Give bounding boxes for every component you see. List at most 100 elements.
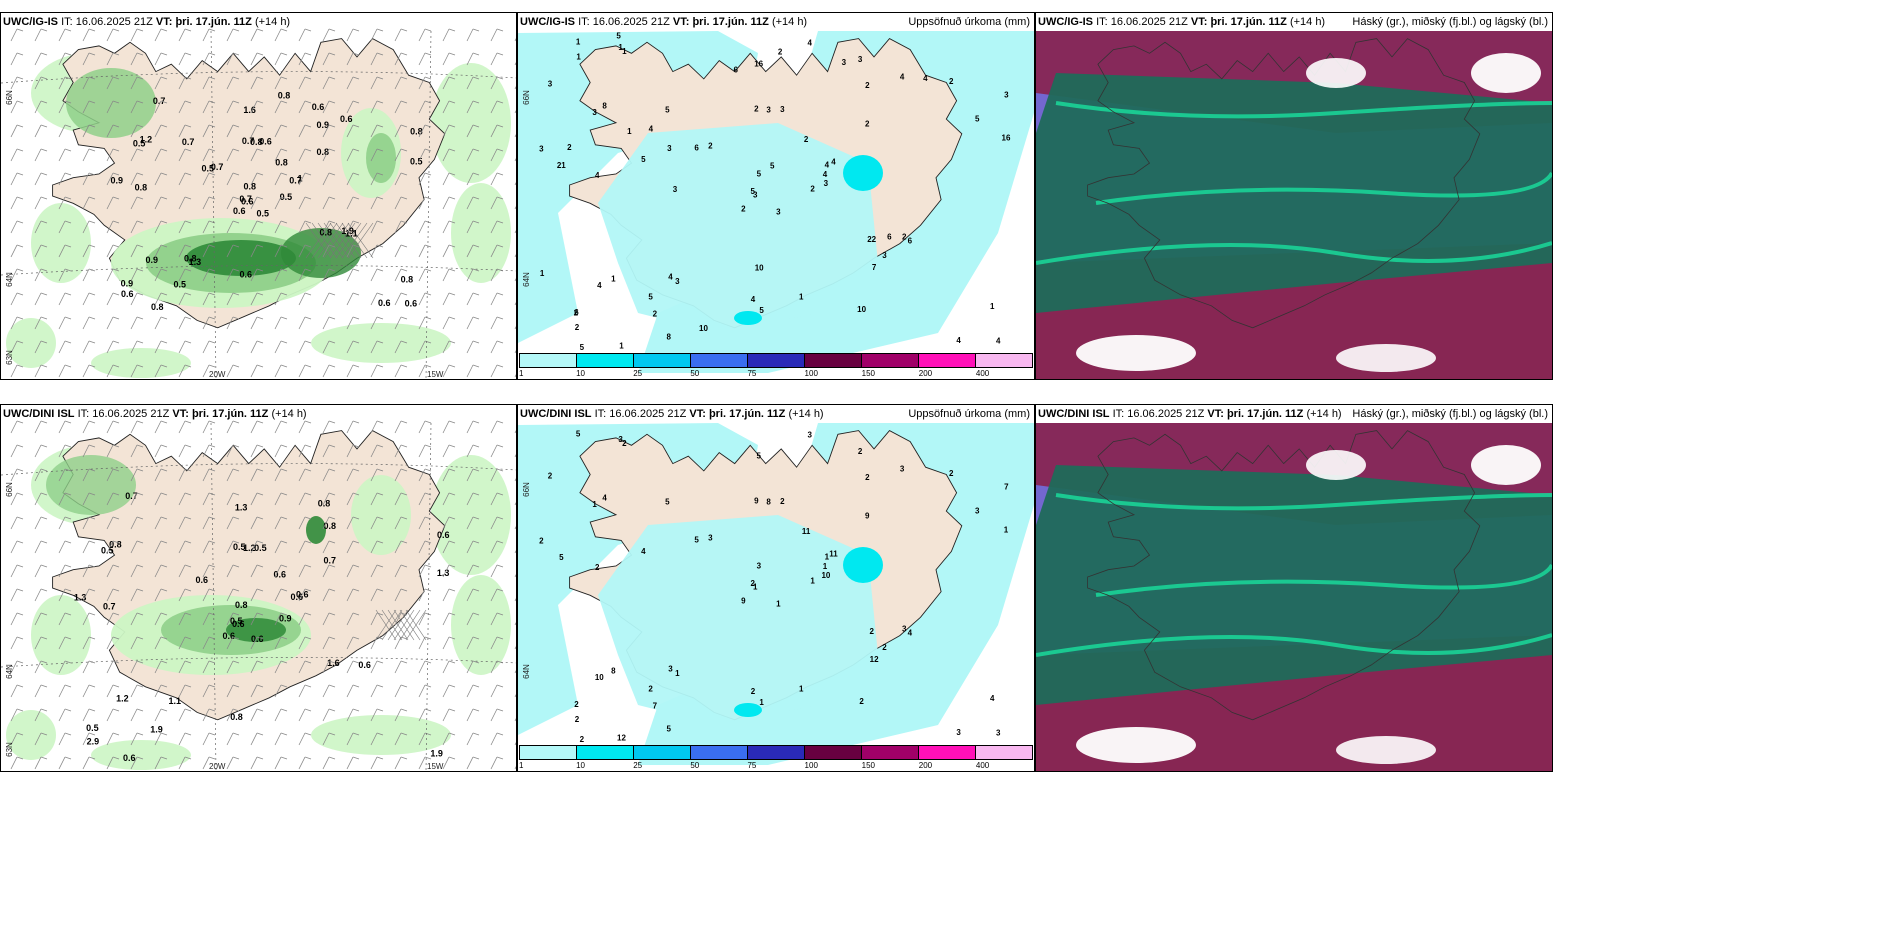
colorbar [519,745,1033,760]
map-panel-igis-precip-wind: 0.5 0.5 0.6 0.9 0.7 1.3 0.6 0.6 0.9 0.5 0.7 0.6 0.8 0… [0,12,517,380]
map-value-label: 0.6 [241,196,254,206]
map-value-label: 6 [574,308,579,317]
title-lead: (+14 h) [1306,408,1342,420]
map-value-label: 2 [575,715,580,724]
colorbar-ticks: 1 10 25 50 75 100 150 200 400 [519,761,1033,771]
map-value-label: 2 [859,697,864,706]
title-it-value: 16.06.2025 21Z [592,16,670,28]
colorbar-segment [520,354,577,367]
map-value-label: 4 [649,124,654,133]
title-model: UWC/IG-IS [3,16,58,28]
axis-label: 64N [521,272,531,287]
map-value-label: 2 [648,685,653,694]
map-value-label: 2 [567,143,572,152]
colorbar-tick-label: 200 [918,761,933,770]
title-it-value: 16.06.2025 21Z [1127,408,1205,420]
map-value-label: 5 [665,498,670,507]
map-value-label: 4 [595,171,600,180]
map-value-label: 0.8 [135,183,148,193]
map-value-label: 5 [770,162,775,171]
title-it-value: 16.06.2025 21Z [1110,16,1188,28]
map-value-label: 5 [759,306,764,315]
title-vt-value: þri. 17.jún. 11Z [175,16,252,28]
title-lead: (+14 h) [1289,16,1326,28]
map-panel-dini-clouds: UWC/DINI ISL IT: 16.06.2025 21Z VT: þri.… [1035,404,1553,772]
map-value-label: 3 [824,179,829,188]
colorbar-segment [862,354,919,367]
map-value-label: 0.5 [101,545,114,555]
map-value-label: 2 [708,141,713,150]
map-value-label: 0.7 [211,162,224,172]
map-value-label: 0.8 [401,274,414,284]
map-value-label: 7 [872,263,877,272]
map-value-label: 1.9 [341,226,354,236]
title-vt-label: VT: [1190,16,1208,28]
colorbar-segment [976,354,1032,367]
panel-field-title: Uppsöfnuð úrkoma (mm) [908,408,1030,420]
map-value-label: 0.9 [279,613,292,623]
title-model: UWC/DINI ISL [3,408,75,420]
map-value-label: 0.8 [278,90,291,100]
map-value-label: 1 [776,600,781,609]
map-value-label: 0.6 [123,753,136,763]
map-value-label: 10 [699,324,708,333]
map-canvas [1036,405,1552,771]
map-value-label: 1.3 [235,502,248,512]
title-it-label: IT: [77,408,90,420]
map-value-label: 2 [751,687,756,696]
panel-title: UWC/IG-IS IT: 16.06.2025 21Z VT: þri. 17… [1038,16,1325,28]
map-value-label: 3 [675,277,680,286]
map-value-label: 3 [902,625,907,634]
map-value-label: 12 [617,734,626,743]
title-vt-value: þri. 17.jún. 11Z [1226,408,1304,420]
axis-label: 66N [4,482,14,497]
map-value-label: 16 [1002,133,1011,142]
map-value-label: 5 [757,169,762,178]
map-value-label: 9 [865,512,870,521]
map-value-label: 5 [694,536,699,545]
map-value-label: 0.7 [289,175,302,185]
map-value-label: 1 [622,47,627,56]
map-value-label: 4 [990,694,995,703]
colorbar-tick-label: 75 [747,761,757,770]
map-value-label: 6 [733,65,738,74]
map-value-label: 3 [900,465,905,474]
colorbar-tick-label: 1 [519,369,524,378]
map-canvas: 3336433322144322122122234681621221654554… [518,13,1034,379]
colorbar-segment [919,746,976,759]
panel-title: UWC/DINI ISL IT: 16.06.2025 21Z VT: þri.… [1038,408,1342,420]
axis-label: 66N [521,482,531,497]
map-value-label: 1 [619,342,624,351]
colorbar-tick-label: 100 [804,369,818,378]
map-value-label: 9 [741,596,746,605]
colorbar-tick-label: 10 [576,761,586,770]
map-value-label: 0.7 [323,556,336,566]
map-value-label: 1.1 [345,229,358,239]
axis-label: 20W [209,762,226,771]
map-value-label: 1 [618,43,623,52]
map-value-label: 2 [949,77,954,86]
title-it-label: IT: [594,408,607,420]
axis-label: 66N [4,90,14,105]
title-lead: (+14 h) [771,16,808,28]
title-model: UWC/IG-IS [520,16,575,28]
map-value-label: 3 [668,665,673,674]
map-value-label: 1 [990,302,995,311]
map-value-label: 0.9 [316,120,329,130]
map-value-label: 8 [611,666,616,675]
map-value-label: 22 [867,235,876,244]
map-value-label: 0.6 [195,575,208,585]
panel-field-title: Uppsöfnuð úrkoma (mm) [908,16,1030,28]
axis-label: 20W [209,370,226,379]
title-vt-value: þri. 17.jún. 11Z [191,408,269,420]
map-value-label: 0.6 [274,570,287,580]
map-value-label: 10 [857,305,866,314]
map-value-label: 4 [751,295,756,304]
axis-label: 63N [4,742,14,757]
map-value-label: 0.6 [121,289,134,299]
map-value-label: 0.6 [259,137,272,147]
map-value-label: 0.5 [174,280,187,290]
map-value-label: 1 [627,127,632,136]
map-value-label: 1 [823,562,828,571]
map-value-label: 1.9 [150,725,163,735]
